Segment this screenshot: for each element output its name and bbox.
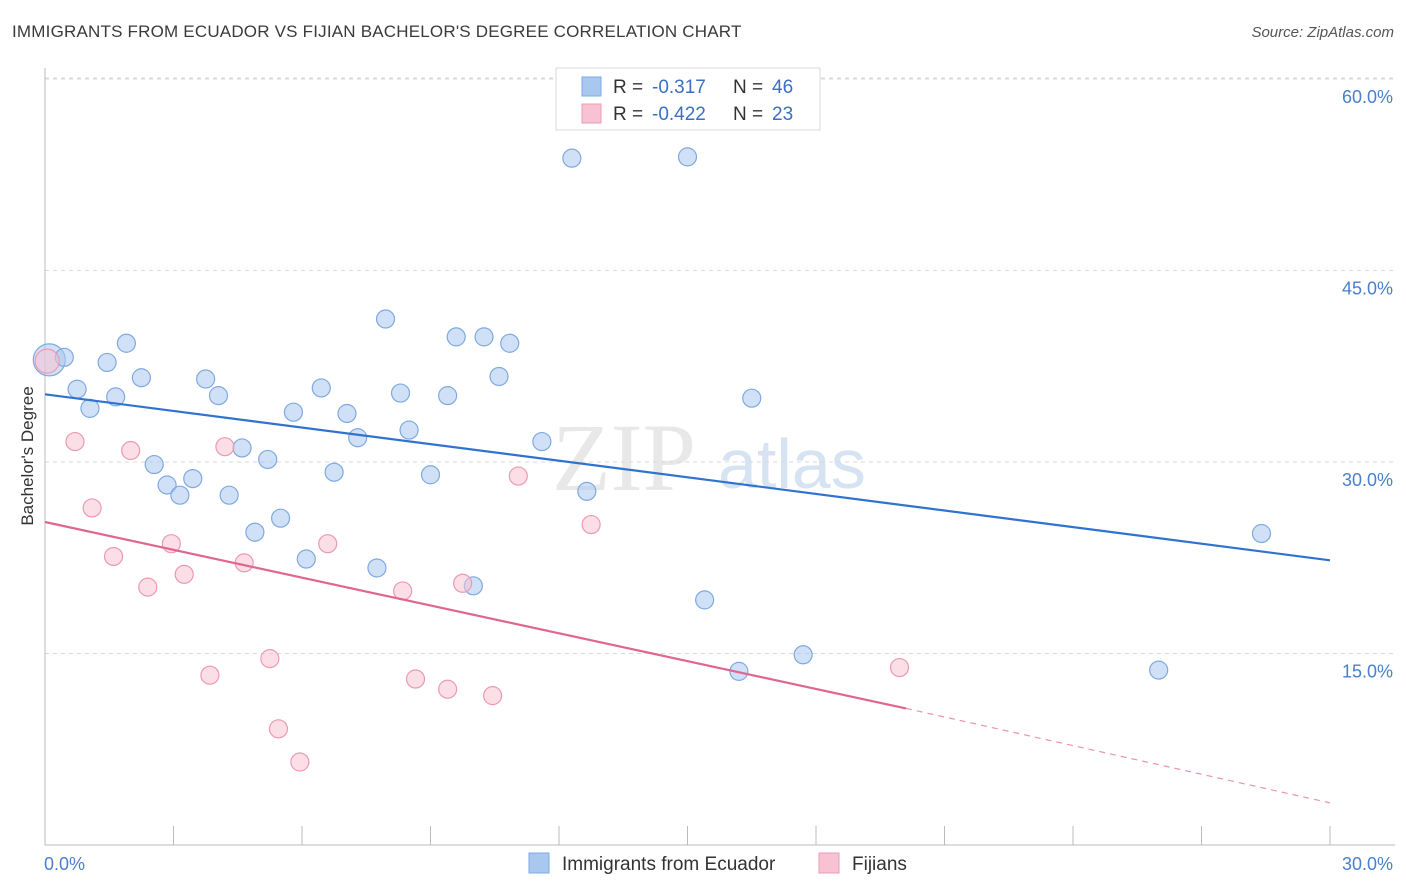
ecuador-point — [157, 475, 177, 495]
watermark-zip: ZIP — [552, 404, 696, 511]
ecuador-point — [489, 366, 509, 387]
chart-title: IMMIGRANTS FROM ECUADOR VS FIJIAN BACHEL… — [12, 22, 742, 41]
legend-n-label: N = — [733, 104, 763, 125]
y-tick-label: 15.0% — [1342, 662, 1393, 682]
fijian-point — [290, 752, 310, 772]
ecuador-point — [67, 379, 87, 399]
fijian-trendline-extension — [905, 707, 1331, 804]
ecuador-point — [232, 438, 252, 458]
fijian-point — [215, 437, 235, 457]
legend-r-value: -0.317 — [652, 77, 706, 98]
legend-r-label: R = — [613, 104, 643, 125]
ecuador-point — [116, 333, 136, 353]
fijian-point — [581, 514, 601, 535]
fijian-point — [82, 498, 102, 518]
legend-n-value: 46 — [772, 77, 793, 98]
bottom-legend-label: Immigrants from Ecuador — [562, 854, 776, 875]
ecuador-point — [577, 481, 597, 501]
legend-swatch — [581, 76, 602, 97]
bottom-legend-swatch — [528, 852, 550, 874]
fijian-point — [318, 534, 338, 554]
ecuador-point — [324, 462, 344, 482]
ecuador-point — [695, 590, 715, 610]
ecuador-point — [742, 388, 762, 408]
fijian-trendline — [44, 520, 907, 710]
y-axis-label: Bachelor's Degree — [18, 386, 37, 525]
fijian-point — [200, 665, 220, 685]
ecuador-point — [106, 387, 126, 407]
ecuador-point — [399, 420, 419, 440]
ecuador-point — [677, 147, 698, 167]
ecuador-point — [245, 522, 265, 542]
fijian-point — [405, 669, 426, 689]
ecuador-point — [144, 454, 164, 475]
ecuador-point — [793, 645, 813, 665]
ecuador-point — [196, 369, 216, 389]
ecuador-point — [183, 468, 203, 489]
fijian-point — [65, 431, 85, 452]
ecuador-point — [311, 378, 331, 398]
legend-n-value: 23 — [772, 104, 793, 125]
x-tick-label-min: 0.0% — [44, 854, 85, 874]
legend-swatch — [581, 103, 602, 124]
fijian-point — [34, 348, 60, 374]
ecuador-point — [420, 465, 441, 485]
fijian-point — [508, 466, 528, 486]
source-label: Source: ZipAtlas.com — [1251, 24, 1394, 41]
ecuador-point — [97, 352, 117, 373]
ecuador-point — [296, 549, 316, 569]
y-tick-label: 30.0% — [1342, 470, 1393, 490]
ecuador-point — [208, 386, 229, 406]
ecuador-point — [367, 558, 387, 578]
ecuador-point — [337, 403, 357, 424]
x-tick-label-max: 30.0% — [1342, 854, 1393, 874]
ecuador-point — [270, 508, 291, 528]
ecuador-point — [474, 327, 494, 347]
y-tick-label: 60.0% — [1342, 87, 1393, 107]
legend-r-label: R = — [613, 77, 643, 98]
ecuador-point — [390, 383, 411, 403]
ecuador-point — [446, 327, 466, 347]
ecuador-point — [219, 485, 239, 505]
ecuador-point — [438, 386, 458, 406]
bottom-legend-swatch — [818, 852, 840, 874]
ecuador-point — [562, 148, 582, 168]
ecuador-point — [348, 428, 368, 448]
fijian-point — [103, 546, 124, 567]
ecuador-point — [375, 309, 396, 329]
fijian-point — [453, 573, 473, 593]
ecuador-point — [532, 431, 552, 452]
y-tick-label: 45.0% — [1342, 279, 1393, 299]
fijian-point — [174, 564, 194, 584]
fijian-point — [483, 686, 503, 706]
fijian-point — [121, 440, 141, 461]
ecuador-point — [170, 485, 190, 505]
fijian-point — [438, 679, 458, 699]
fijian-point — [889, 657, 910, 678]
ecuador-point — [283, 402, 304, 422]
ecuador-point — [1251, 523, 1272, 544]
legend-n-label: N = — [733, 77, 763, 98]
ecuador-point — [80, 398, 100, 418]
ecuador-trendline — [44, 393, 1331, 562]
legend-r-value: -0.422 — [652, 104, 706, 125]
ecuador-point — [131, 368, 151, 388]
fijian-point — [138, 577, 158, 597]
ecuador-point — [500, 333, 520, 353]
fijian-point — [268, 719, 289, 739]
fijian-point — [260, 649, 280, 669]
ecuador-point — [1149, 660, 1169, 680]
bottom-legend-label: Fijians — [852, 854, 907, 875]
ecuador-point — [258, 449, 278, 470]
